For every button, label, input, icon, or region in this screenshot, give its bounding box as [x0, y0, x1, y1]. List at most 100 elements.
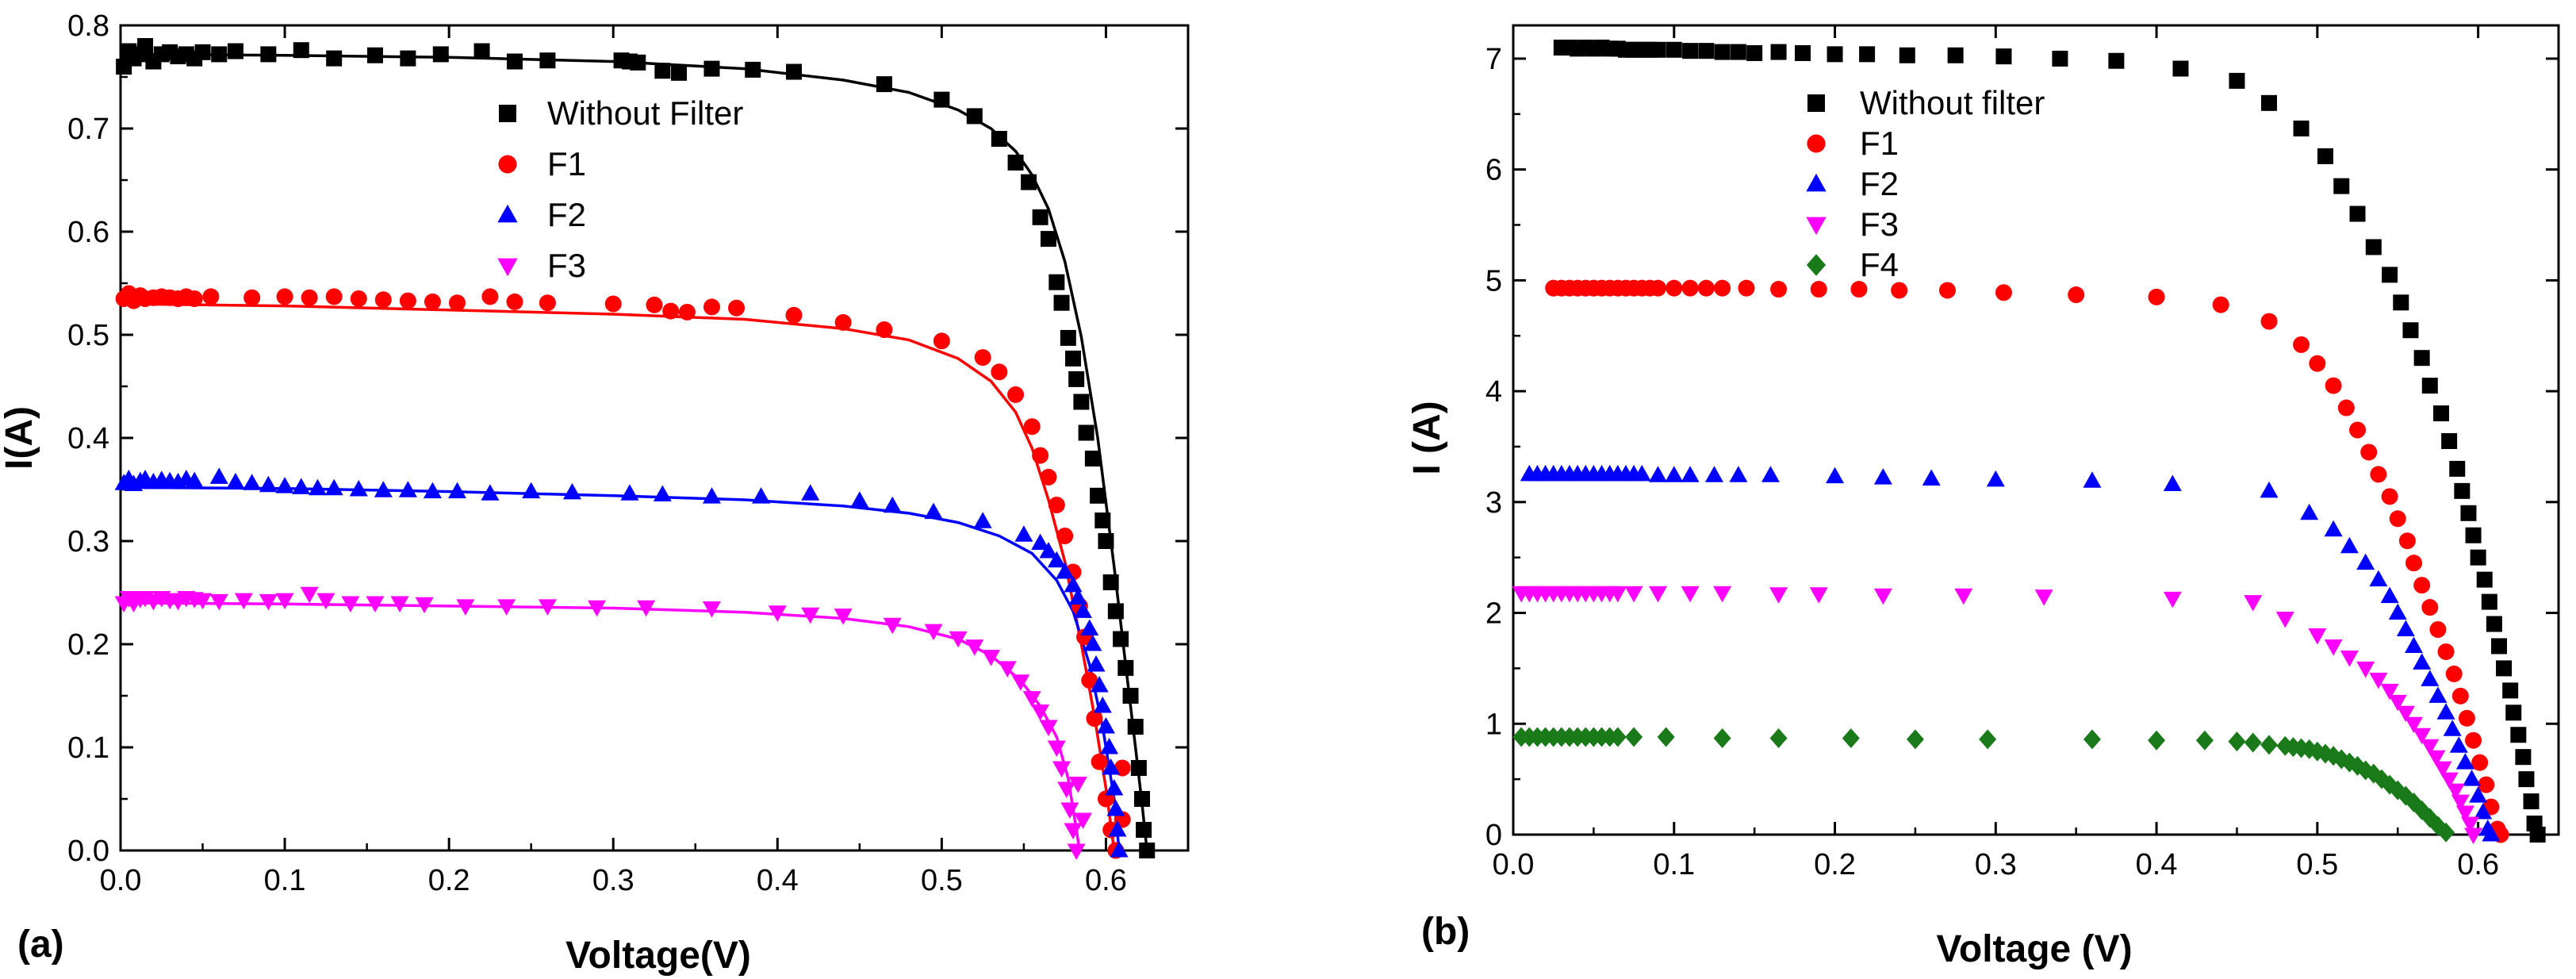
data-point — [1032, 447, 1049, 464]
data-point — [1011, 674, 1030, 691]
data-point — [1127, 719, 1144, 735]
data-point — [2068, 286, 2085, 304]
data-point — [2471, 754, 2489, 771]
fit-line-without-filter — [120, 52, 1148, 851]
data-point — [481, 288, 499, 305]
chart-panel-b: 0.0 0.1 0.2 0.3 0.4 0.5 0.6 0 1 2 3 4 5 6 7 Voltage (V)… — [1406, 24, 2560, 970]
data-point — [2433, 761, 2452, 778]
data-point — [1938, 282, 1956, 299]
data-point — [1048, 274, 1065, 290]
data-point — [1014, 525, 1033, 542]
data-point — [2393, 294, 2409, 311]
data-point — [194, 44, 211, 60]
data-point — [137, 38, 154, 54]
data-point — [1098, 533, 1114, 549]
data-point — [1738, 279, 1755, 297]
data-point — [1794, 44, 1811, 61]
data-point — [1073, 812, 1092, 829]
data-point — [998, 661, 1017, 678]
fit-line-f3 — [120, 601, 1082, 851]
data-point — [2428, 686, 2448, 703]
data-point — [2455, 805, 2474, 823]
data-point — [801, 607, 820, 624]
data-point — [1730, 44, 1746, 60]
data-point — [374, 481, 393, 497]
data-point — [745, 61, 761, 78]
legend-marker — [1807, 94, 1825, 112]
data-point — [2333, 178, 2350, 194]
data-point — [2398, 532, 2416, 550]
data-point — [2523, 793, 2540, 810]
data-point — [2496, 660, 2513, 677]
data-point — [1657, 727, 1675, 747]
data-point — [2413, 577, 2431, 594]
data-point — [1052, 761, 1071, 777]
data-point — [1039, 542, 1058, 559]
x-tick-label: 0.5 — [921, 864, 963, 897]
data-point — [1842, 728, 1860, 748]
data-point — [924, 502, 943, 520]
data-point — [1087, 655, 1106, 672]
data-point — [185, 471, 204, 489]
y-tick-label: 0.3 — [67, 525, 109, 559]
series-f4 — [1512, 727, 2455, 843]
data-point — [2349, 205, 2366, 222]
data-point — [1608, 727, 1627, 747]
legend-label: F3 — [547, 247, 586, 284]
data-point — [2163, 591, 2182, 609]
data-point — [2445, 665, 2463, 682]
data-point — [1682, 43, 1699, 60]
data-point — [785, 306, 803, 324]
data-point — [1681, 466, 1700, 482]
data-point — [2396, 705, 2415, 723]
data-point — [2195, 730, 2214, 751]
data-point — [2382, 267, 2398, 283]
data-point — [1954, 588, 1973, 605]
data-point — [326, 50, 343, 67]
data-point — [1899, 47, 1915, 63]
data-point — [933, 91, 950, 108]
data-point — [2421, 599, 2439, 616]
panel-label: (b) — [1421, 911, 1470, 953]
data-point — [2502, 682, 2519, 699]
data-point — [1040, 468, 1057, 486]
data-point — [933, 332, 950, 350]
data-point — [1107, 603, 1124, 620]
data-point — [2449, 460, 2466, 477]
x-tick-label: 0.4 — [2136, 848, 2178, 881]
data-point — [1091, 753, 1108, 770]
data-point — [374, 291, 392, 309]
data-point — [522, 482, 541, 499]
data-point — [456, 599, 475, 616]
data-point — [1713, 585, 1732, 603]
data-point — [341, 596, 360, 612]
data-point — [1136, 822, 1152, 838]
y-tick-label: 0.7 — [67, 113, 109, 146]
data-point — [1698, 43, 1715, 60]
data-point — [974, 349, 991, 367]
data-point — [1073, 394, 1090, 410]
y-tick-label: 0.2 — [67, 628, 109, 662]
data-point — [366, 596, 385, 612]
data-point — [1108, 820, 1127, 837]
legend-label: F4 — [1860, 246, 1899, 283]
data-point — [630, 54, 646, 71]
data-point — [2261, 94, 2278, 111]
data-point — [1697, 279, 1715, 297]
data-point — [2463, 770, 2482, 786]
data-point — [1102, 574, 1119, 590]
legend-label: F2 — [1860, 165, 1899, 202]
data-point — [2389, 510, 2406, 528]
y-tick-label: 4 — [1485, 375, 1502, 409]
data-point — [834, 609, 853, 625]
data-point — [671, 64, 688, 81]
data-point — [2421, 739, 2440, 756]
data-point — [2324, 520, 2343, 537]
data-point — [1859, 46, 1876, 63]
data-point — [1032, 209, 1048, 225]
data-point — [2148, 288, 2165, 305]
data-point — [398, 481, 417, 497]
data-point — [2476, 571, 2493, 588]
data-point — [2388, 603, 2407, 620]
data-point — [2309, 355, 2326, 372]
